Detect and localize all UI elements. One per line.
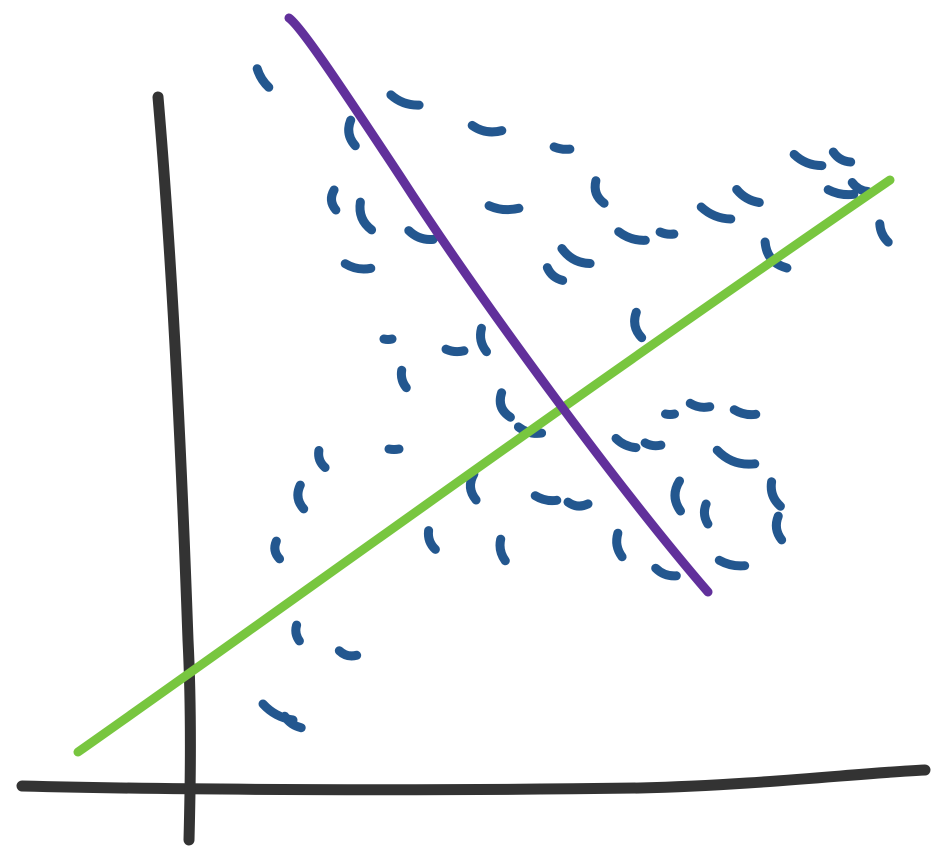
scatter-point	[670, 476, 685, 516]
scatter-point	[823, 185, 859, 200]
scatter-point	[611, 433, 641, 453]
scatter-point	[875, 219, 893, 247]
scatter-point	[771, 511, 787, 545]
scatter-point	[696, 202, 736, 224]
scatter-point	[590, 176, 609, 208]
scatter-point	[789, 149, 827, 171]
x-axis-line	[16, 764, 931, 796]
scatter-point	[612, 528, 627, 562]
scatter-point	[476, 323, 491, 357]
scatter-point	[714, 555, 750, 571]
scatter-point	[252, 64, 274, 92]
scatter-point	[847, 178, 873, 196]
scatter-point	[542, 263, 568, 285]
scatter-point	[326, 185, 341, 215]
scatter-point	[280, 711, 306, 733]
scatter-point	[384, 444, 404, 454]
scatter-point	[386, 90, 424, 110]
scatter-point	[614, 227, 650, 245]
scatter-point	[467, 120, 507, 137]
scatter-point	[379, 334, 397, 344]
scatter-point	[291, 620, 304, 646]
scatter-point	[630, 307, 647, 343]
scatter-point	[530, 491, 562, 506]
scatter-point	[441, 344, 469, 357]
scatter-point	[344, 115, 360, 151]
scatter-point	[685, 398, 715, 412]
scatter-point	[293, 480, 309, 514]
scatter-point	[640, 438, 666, 451]
scatter-point	[732, 185, 764, 207]
scatter-point	[270, 536, 285, 564]
y-axis-line	[152, 91, 196, 846]
scatter-point	[334, 646, 362, 661]
scatter-point	[557, 244, 595, 268]
axes-group	[16, 91, 931, 846]
scatter-point	[404, 226, 438, 245]
trend-lines-group	[73, 13, 895, 757]
scatter-point	[712, 445, 760, 469]
scatter-point	[396, 365, 411, 393]
scatter-point	[423, 526, 440, 554]
scatter-point	[655, 227, 679, 239]
scatter-point	[495, 388, 515, 422]
scatter-markers-group	[252, 64, 893, 733]
scatter-point	[661, 409, 679, 419]
scatter-point	[495, 534, 510, 566]
scatter-point	[828, 147, 856, 167]
scatter-point	[766, 477, 785, 511]
scatter-point	[699, 499, 713, 529]
scatter-point	[484, 201, 524, 215]
trend-line-rising-trend	[73, 175, 895, 757]
scatter-point	[314, 446, 330, 472]
scatter-point	[729, 405, 761, 420]
scatter-point	[563, 497, 593, 511]
scatter-point	[340, 259, 376, 274]
scatter-point	[355, 197, 377, 235]
trend-line-falling-trend	[284, 13, 713, 597]
scatter-point	[651, 563, 681, 581]
scatter-point	[549, 142, 575, 154]
